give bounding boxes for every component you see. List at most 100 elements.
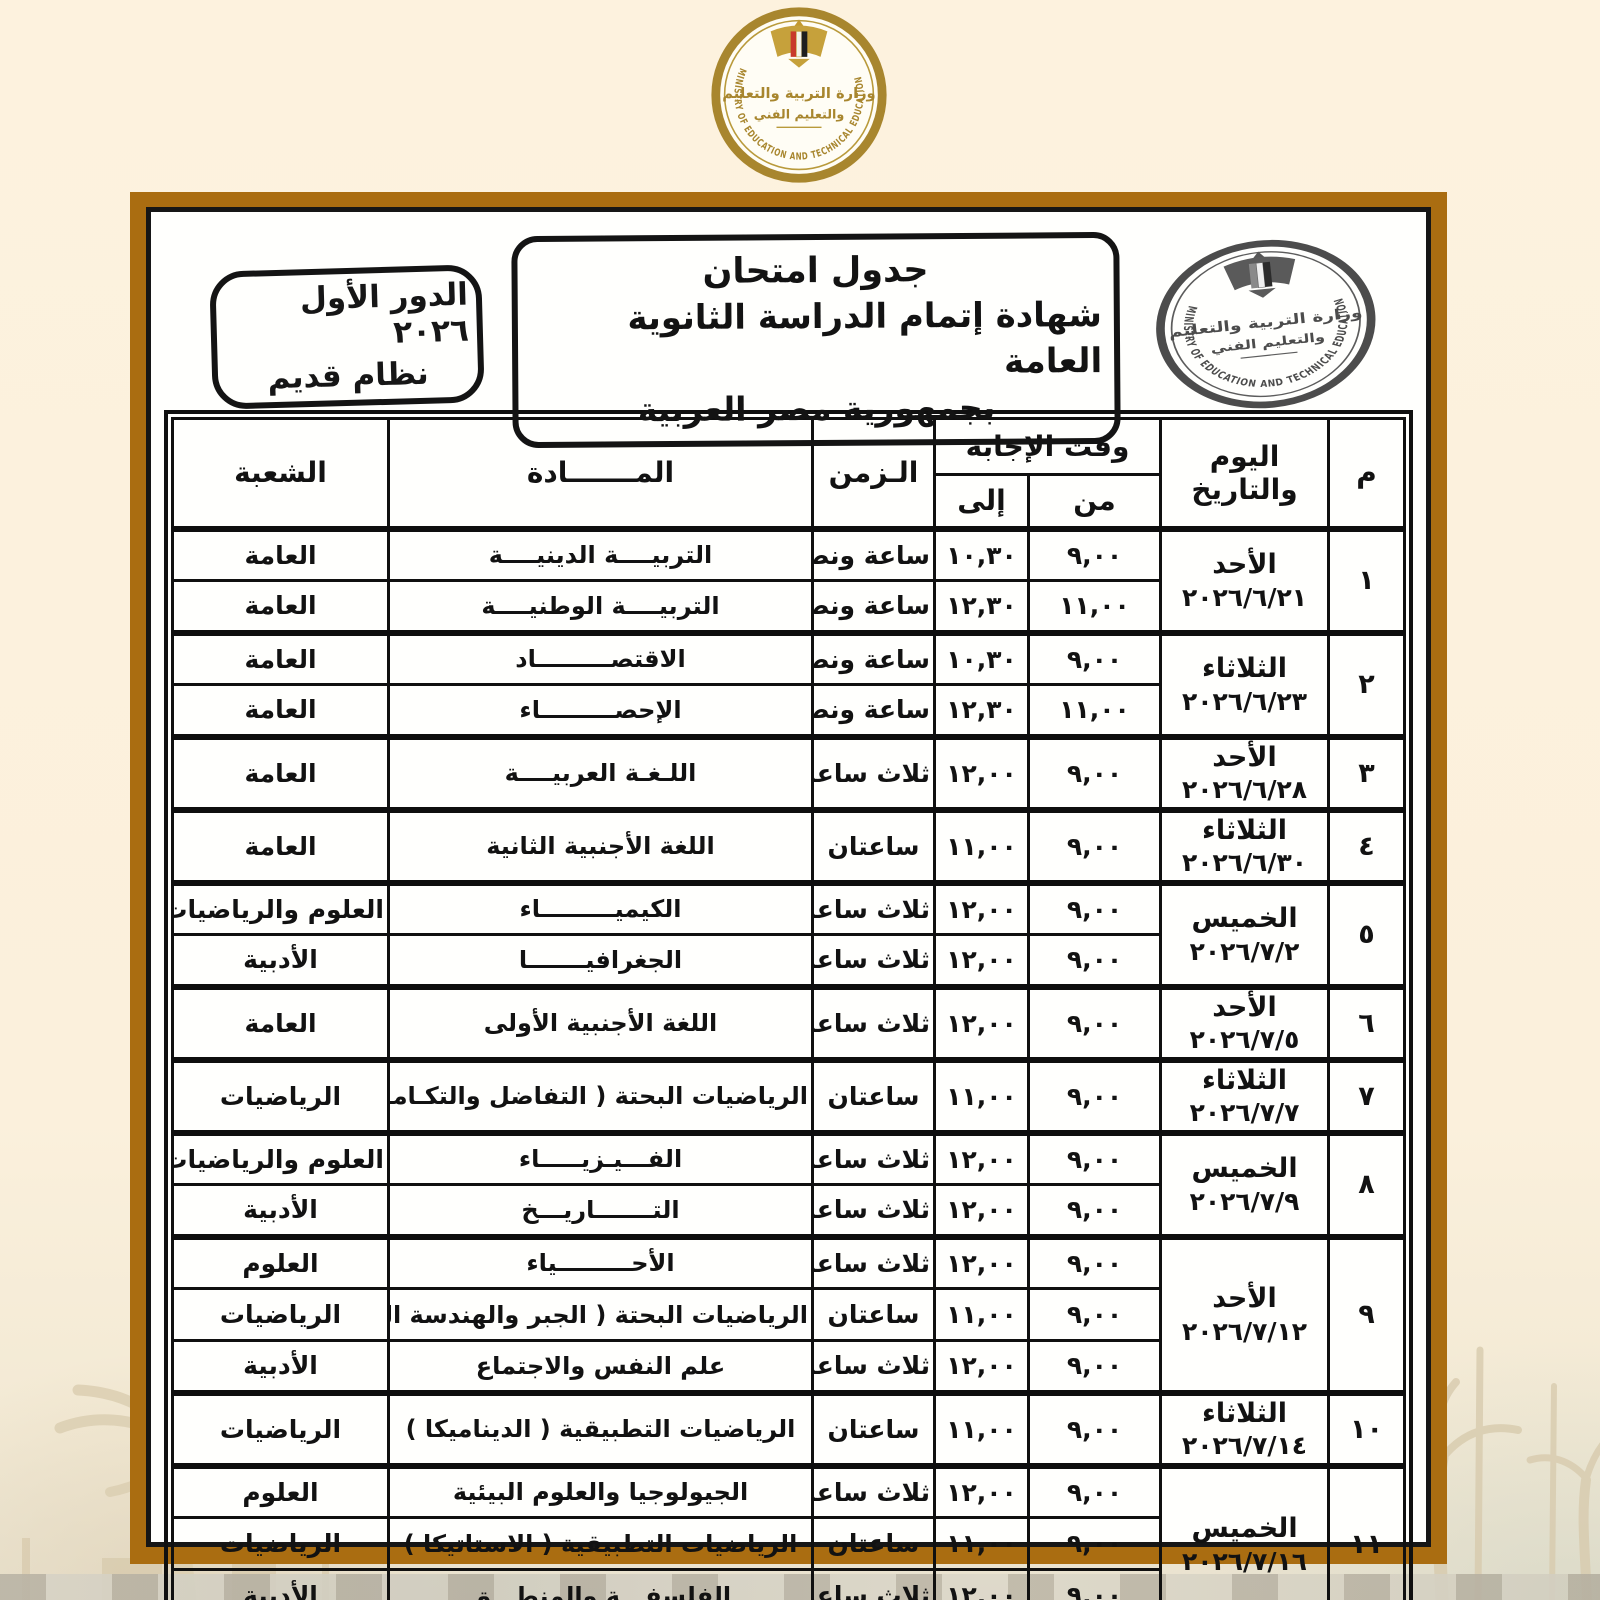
subject-cell: الرياضيات التطبيقية ( الاستاتيكا ) bbox=[387, 1516, 814, 1571]
to-time-cell: ١٢,٠٠ bbox=[932, 879, 1031, 936]
row-number-cell: ٥ bbox=[1327, 879, 1407, 988]
header-subject: المـــــــادة bbox=[387, 417, 814, 530]
from-time-cell: ٩,٠٠ bbox=[1027, 1233, 1163, 1290]
exam-date: ٢٠٢٦/٧/٥ bbox=[1189, 1025, 1300, 1055]
to-time-cell: ١١,٠٠ bbox=[932, 806, 1031, 884]
row-number-cell: ٢ bbox=[1327, 629, 1407, 738]
duration-cell: ثلاث ساعات bbox=[811, 1183, 936, 1238]
to-time-cell: ١٢,٣٠ bbox=[932, 579, 1031, 634]
to-time-cell: ١١,٠٠ bbox=[932, 1389, 1031, 1467]
day-date-cell: الثلاثاء ٢٠٢٦/٧/٧ bbox=[1159, 1056, 1331, 1134]
branch-cell: العلوم bbox=[171, 1233, 390, 1290]
subject-cell: الفلسفـــة والمنطـــق bbox=[387, 1568, 814, 1600]
from-time-cell: ٩,٠٠ bbox=[1027, 806, 1163, 884]
duration-cell: ساعة ونصف bbox=[811, 525, 936, 582]
to-time-cell: ١١,٠٠ bbox=[932, 1516, 1031, 1571]
from-time-cell: ٩,٠٠ bbox=[1027, 1183, 1163, 1238]
subject-cell: التربيــــة الدينيــــة bbox=[387, 525, 814, 582]
exam-row: ٧ الثلاثاء ٢٠٢٦/٧/٧ ٩,٠٠ ١١,٠٠ ساعتان الرياضيا… bbox=[171, 1056, 1407, 1134]
branch-cell: العامة bbox=[171, 806, 390, 884]
day-name: الخميس bbox=[1191, 1153, 1298, 1184]
exam-date: ٢٠٢٦/٦/٣٠ bbox=[1181, 848, 1308, 878]
day-name: الثلاثاء bbox=[1202, 814, 1288, 846]
subject-cell: الفـــيـزيـــــاء bbox=[387, 1129, 814, 1186]
from-time-cell: ١١,٠٠ bbox=[1027, 579, 1163, 634]
day-name: الأحد bbox=[1212, 1283, 1277, 1314]
row-number-cell: ١١ bbox=[1327, 1462, 1407, 1600]
branch-cell: العامة bbox=[171, 629, 390, 686]
subject-cell: التـــــــاريـــخ bbox=[387, 1183, 814, 1238]
ministry-seal-stamp: MINISTRY OF EDUCATION AND TECHNICAL EDUC… bbox=[1156, 239, 1376, 409]
row-number-cell: ٨ bbox=[1327, 1129, 1407, 1238]
exam-row: ٤ الثلاثاء ٢٠٢٦/٦/٣٠ ٩,٠٠ ١١,٠٠ ساعتان اللغة ا… bbox=[171, 806, 1407, 884]
row-number-cell: ٩ bbox=[1327, 1233, 1407, 1394]
from-time-cell: ٩,٠٠ bbox=[1027, 1129, 1163, 1186]
from-time-cell: ٩,٠٠ bbox=[1027, 879, 1163, 936]
header-to: إلى bbox=[932, 473, 1031, 531]
day-date-cell: الأحد ٢٠٢٦/٧/٥ bbox=[1159, 983, 1331, 1061]
from-time-cell: ٩,٠٠ bbox=[1027, 1056, 1163, 1134]
subject-cell: الاقتصـــــــــاد bbox=[387, 629, 814, 686]
subject-cell: الإحصـــــــــاء bbox=[387, 683, 814, 738]
session-box: الدور الأول ٢٠٢٦ نظام قديم bbox=[209, 264, 485, 410]
branch-cell: الأدبية bbox=[171, 1183, 390, 1238]
header-from: من bbox=[1027, 473, 1163, 531]
duration-cell: ساعة ونصف bbox=[811, 683, 936, 738]
exam-date: ٢٠٢٦/٦/٢٨ bbox=[1181, 775, 1308, 805]
branch-cell: العامة bbox=[171, 983, 390, 1061]
subject-cell: الكيميـــــــــاء bbox=[387, 879, 814, 936]
duration-cell: ثلاث ساعات bbox=[811, 1233, 936, 1290]
to-time-cell: ١٢,٠٠ bbox=[932, 1339, 1031, 1394]
duration-cell: ثلاث ساعات bbox=[811, 983, 936, 1061]
seal-arabic-line2: والتعليم الفني bbox=[754, 107, 845, 122]
branch-cell: الأدبية bbox=[171, 1339, 390, 1394]
day-name: الخميس bbox=[1191, 1512, 1298, 1544]
day-date-cell: الخميس ٢٠٢٦/٧/١٦ bbox=[1159, 1462, 1331, 1600]
from-time-cell: ١١,٠٠ bbox=[1027, 683, 1163, 738]
day-date-cell: الثلاثاء ٢٠٢٦/٦/٢٣ bbox=[1159, 629, 1331, 738]
day-date-cell: الثلاثاء ٢٠٢٦/٦/٣٠ bbox=[1159, 806, 1331, 884]
to-time-cell: ١٢,٠٠ bbox=[932, 1183, 1031, 1238]
to-time-cell: ١٠,٣٠ bbox=[932, 629, 1031, 686]
title-line-1: جدول امتحان bbox=[701, 250, 929, 292]
duration-cell: ثلاث ساعات bbox=[811, 879, 936, 936]
header-day-date: اليوم والتاريخ bbox=[1159, 417, 1331, 530]
from-time-cell: ٩,٠٠ bbox=[1027, 1462, 1163, 1519]
exam-date: ٢٠٢٦/٧/١٤ bbox=[1181, 1431, 1308, 1461]
from-time-cell: ٩,٠٠ bbox=[1027, 1339, 1163, 1394]
title-line-2: شهادة إتمام الدراسة الثانوية العامة bbox=[626, 295, 1102, 382]
day-name: الثلاثاء bbox=[1202, 1064, 1288, 1096]
day-name: الأحد bbox=[1212, 991, 1277, 1023]
title-line-3: بجمهورية مصر العربية bbox=[637, 387, 995, 430]
day-date-cell: الخميس ٢٠٢٦/٧/٩ bbox=[1159, 1129, 1331, 1238]
duration-cell: ثلاث ساعات bbox=[811, 1339, 936, 1394]
to-time-cell: ١٢,٠٠ bbox=[932, 1129, 1031, 1186]
to-time-cell: ١٢,٠٠ bbox=[932, 983, 1031, 1061]
document-header: الدور الأول ٢٠٢٦ نظام قديم جدول امتحان ش… bbox=[163, 224, 1414, 448]
subject-cell: التربيــــة الوطنيــــة bbox=[387, 579, 814, 634]
exam-date: ٢٠٢٦/٦/٢١ bbox=[1181, 582, 1308, 612]
row-number-cell: ٣ bbox=[1327, 733, 1407, 811]
duration-cell: ساعتان bbox=[811, 806, 936, 884]
from-time-cell: ٩,٠٠ bbox=[1027, 983, 1163, 1061]
header-duration: الـزمن bbox=[811, 417, 936, 530]
seal-arabic-line1: وزارة التربية والتعليم bbox=[722, 85, 875, 102]
subject-cell: اللغة الأجنبية الثانية bbox=[387, 806, 814, 884]
day-name: الخميس bbox=[1191, 903, 1298, 934]
schedule-table-border: م اليوم والتاريخ وقت الإجابة الـزمن المـ… bbox=[164, 410, 1413, 1600]
day-date-cell: الأحد ٢٠٢٦/٦/٢٨ bbox=[1159, 733, 1331, 811]
duration-cell: ثلاث ساعات bbox=[811, 1568, 936, 1600]
row-number-cell: ٧ bbox=[1327, 1056, 1407, 1134]
egypt-eagle-icon bbox=[770, 19, 828, 68]
from-time-cell: ٩,٠٠ bbox=[1027, 1516, 1163, 1571]
row-number-cell: ١٠ bbox=[1327, 1389, 1407, 1467]
egypt-eagle-gray-icon bbox=[1223, 251, 1296, 298]
document-paper: الدور الأول ٢٠٢٦ نظام قديم جدول امتحان ش… bbox=[146, 207, 1431, 1600]
